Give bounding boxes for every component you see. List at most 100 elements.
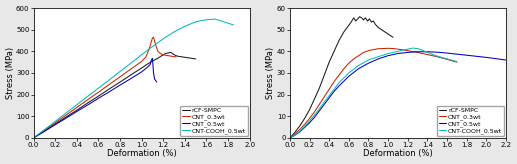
CNT_0.5wt: [454, 53, 460, 55]
CNT_0.3wt: [149, 37, 156, 39]
Legend: rCF-SMPC, CNT_0.3wt, CNT_0.5wt, CNT-COOH_0.5wt: rCF-SMPC, CNT_0.3wt, CNT_0.5wt, CNT-COOH…: [437, 106, 504, 136]
CNT-COOH_0.5wt: [31, 137, 37, 139]
rCF-SMPC: [139, 67, 145, 69]
CNT_0.5wt: [84, 104, 90, 106]
rCF-SMPC: [370, 20, 376, 22]
CNT_0.3wt: [360, 51, 367, 53]
Y-axis label: Stress (MPa): Stress (MPa): [6, 47, 14, 99]
rCF-SMPC: [351, 17, 357, 19]
CNT_0.3wt: [41, 129, 48, 131]
rCF-SMPC: [364, 20, 371, 22]
CNT-COOH_0.5wt: [106, 79, 112, 81]
X-axis label: Deformation (%): Deformation (%): [363, 149, 433, 158]
CNT_0.3wt: [316, 103, 323, 105]
CNT_0.5wt: [474, 55, 480, 57]
CNT-COOH_0.5wt: [198, 20, 204, 22]
rCF-SMPC: [170, 53, 176, 55]
Line: CNT-COOH_0.5wt: CNT-COOH_0.5wt: [290, 48, 457, 138]
rCF-SMPC: [149, 60, 156, 62]
CNT-COOH_0.5wt: [209, 18, 215, 20]
CNT-COOH_0.5wt: [220, 20, 226, 22]
CNT_0.5wt: [307, 122, 313, 124]
CNT_0.3wt: [331, 81, 337, 83]
rCF-SMPC: [172, 54, 178, 56]
X-axis label: Deformation (%): Deformation (%): [107, 149, 176, 158]
CNT_0.3wt: [155, 50, 161, 52]
CNT_0.5wt: [106, 91, 112, 93]
CNT-COOH_0.5wt: [307, 120, 313, 122]
rCF-SMPC: [31, 137, 37, 139]
rCF-SMPC: [174, 55, 180, 57]
CNT_0.5wt: [503, 59, 509, 61]
CNT_0.5wt: [326, 97, 332, 99]
rCF-SMPC: [144, 63, 150, 65]
CNT-COOH_0.5wt: [160, 38, 166, 40]
rCF-SMPC: [353, 20, 359, 22]
CNT_0.5wt: [375, 58, 382, 60]
CNT-COOH_0.5wt: [203, 19, 209, 21]
CNT_0.3wt: [454, 61, 460, 63]
CNT-COOH_0.5wt: [225, 22, 231, 24]
CNT-COOH_0.5wt: [346, 72, 352, 74]
CNT_0.3wt: [405, 50, 411, 52]
rCF-SMPC: [316, 87, 323, 89]
CNT_0.5wt: [292, 134, 298, 136]
rCF-SMPC: [311, 98, 317, 100]
CNT_0.3wt: [52, 122, 58, 124]
rCF-SMPC: [117, 81, 123, 83]
CNT_0.5wt: [366, 62, 372, 64]
CNT_0.5wt: [424, 51, 431, 53]
CNT_0.3wt: [173, 56, 179, 58]
rCF-SMPC: [160, 54, 166, 56]
rCF-SMPC: [375, 27, 382, 29]
CNT_0.3wt: [321, 96, 327, 98]
CNT_0.3wt: [311, 111, 317, 113]
CNT-COOH_0.5wt: [95, 87, 101, 89]
CNT-COOH_0.5wt: [405, 48, 411, 50]
CNT-COOH_0.5wt: [301, 126, 308, 128]
CNT-COOH_0.5wt: [415, 48, 421, 50]
CNT-COOH_0.5wt: [149, 46, 156, 48]
CNT-COOH_0.5wt: [297, 130, 303, 132]
rCF-SMPC: [287, 137, 293, 139]
rCF-SMPC: [192, 58, 199, 60]
CNT-COOH_0.5wt: [424, 51, 431, 53]
Legend: rCF-SMPC, CNT_0.3wt, CNT_0.5wt, CNT-COOH_0.5wt: rCF-SMPC, CNT_0.3wt, CNT_0.5wt, CNT-COOH…: [180, 106, 248, 136]
CNT_0.5wt: [95, 97, 101, 99]
CNT_0.5wt: [331, 90, 337, 92]
CNT_0.5wt: [63, 117, 69, 119]
CNT_0.3wt: [370, 49, 376, 51]
CNT_0.3wt: [287, 137, 293, 139]
CNT_0.5wt: [147, 63, 154, 65]
CNT_0.5wt: [464, 54, 470, 56]
CNT_0.3wt: [390, 48, 396, 50]
rCF-SMPC: [341, 31, 347, 33]
rCF-SMPC: [162, 52, 169, 54]
Line: rCF-SMPC: rCF-SMPC: [34, 52, 195, 138]
CNT_0.5wt: [434, 51, 440, 53]
CNT_0.3wt: [150, 36, 157, 38]
Line: CNT_0.5wt: CNT_0.5wt: [290, 52, 506, 138]
CNT-COOH_0.5wt: [214, 19, 220, 21]
CNT_0.5wt: [148, 59, 155, 61]
rCF-SMPC: [367, 18, 373, 20]
Line: CNT_0.5wt: CNT_0.5wt: [34, 58, 157, 138]
Y-axis label: Stress (MPa): Stress (MPa): [266, 47, 276, 99]
CNT_0.5wt: [128, 78, 134, 80]
rCF-SMPC: [63, 116, 69, 118]
CNT-COOH_0.5wt: [311, 114, 317, 116]
rCF-SMPC: [336, 40, 342, 41]
CNT_0.3wt: [434, 56, 440, 58]
rCF-SMPC: [321, 74, 327, 76]
rCF-SMPC: [155, 57, 161, 59]
rCF-SMPC: [355, 18, 361, 20]
rCF-SMPC: [326, 61, 332, 63]
rCF-SMPC: [128, 74, 134, 76]
CNT_0.5wt: [144, 67, 150, 69]
CNT_0.5wt: [287, 137, 293, 139]
CNT_0.3wt: [162, 54, 169, 56]
CNT_0.5wt: [444, 52, 450, 54]
CNT_0.5wt: [415, 51, 421, 53]
CNT_0.3wt: [380, 48, 386, 50]
CNT_0.3wt: [168, 55, 174, 57]
